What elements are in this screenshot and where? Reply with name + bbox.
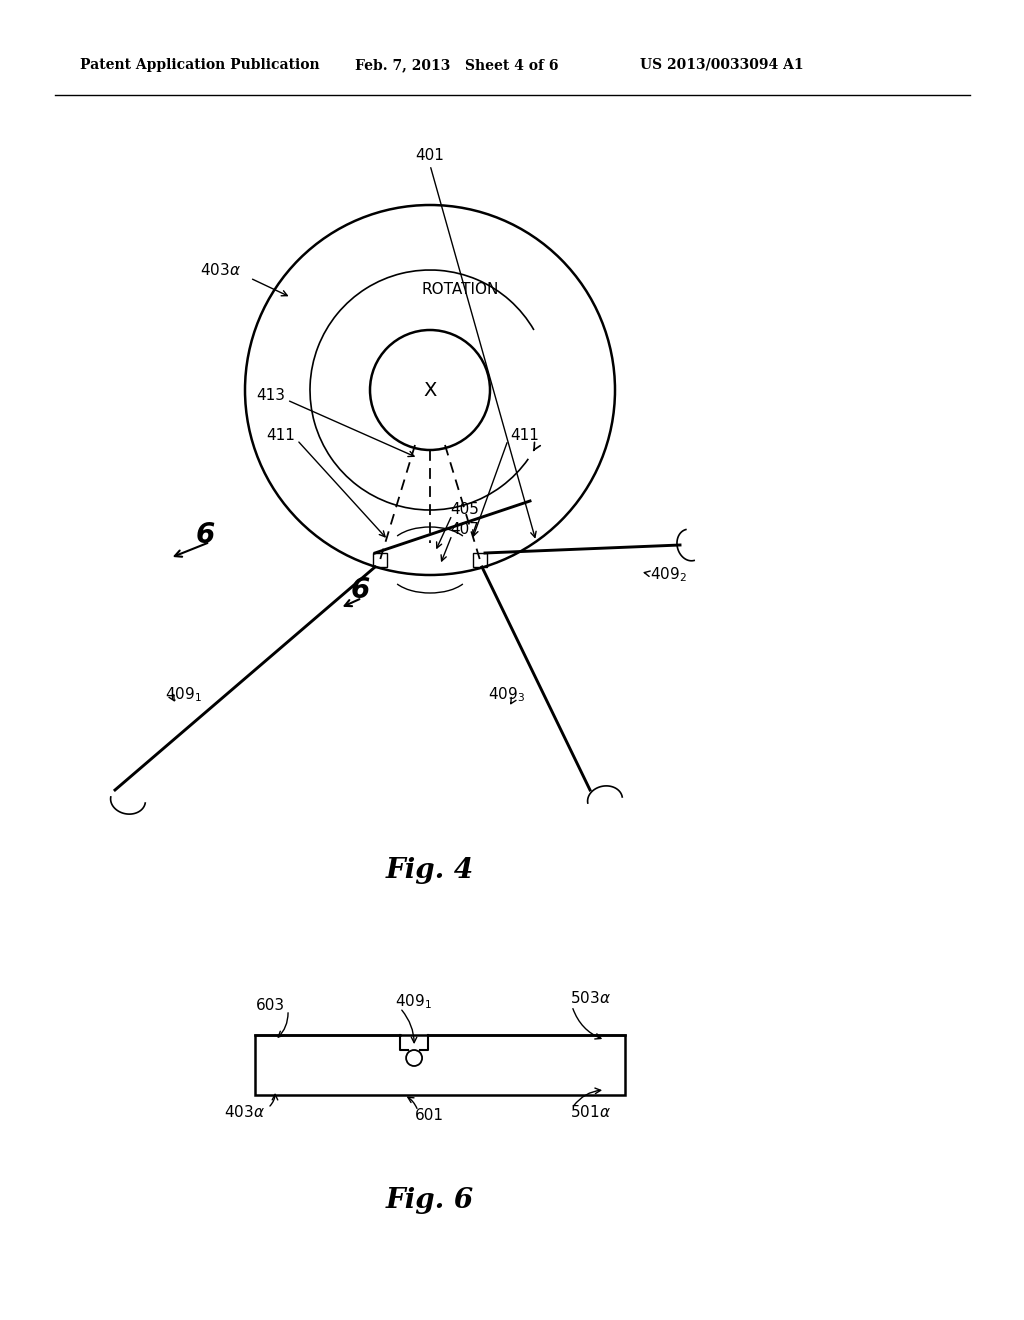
Text: 409$_1$: 409$_1$ (165, 685, 202, 705)
Text: 603: 603 (256, 998, 285, 1012)
Text: X: X (423, 380, 436, 400)
Text: 6: 6 (350, 576, 370, 605)
Text: 405: 405 (450, 503, 479, 517)
Bar (373, 553, 387, 568)
Text: Patent Application Publication: Patent Application Publication (80, 58, 319, 73)
Text: 411: 411 (510, 428, 539, 442)
Text: 403$\alpha$: 403$\alpha$ (200, 261, 241, 279)
Text: 501$\alpha$: 501$\alpha$ (570, 1104, 611, 1119)
Text: Fig. 4: Fig. 4 (386, 857, 474, 883)
Bar (255, 1035, 625, 1096)
Text: 409$_1$: 409$_1$ (395, 993, 432, 1011)
Text: Fig. 6: Fig. 6 (386, 1187, 474, 1213)
Text: US 2013/0033094 A1: US 2013/0033094 A1 (640, 58, 804, 73)
Text: 409$_2$: 409$_2$ (650, 566, 687, 585)
Text: 6: 6 (196, 521, 215, 549)
Text: ROTATION: ROTATION (421, 282, 499, 297)
Text: 403$\alpha$: 403$\alpha$ (224, 1104, 265, 1119)
Text: 407: 407 (450, 523, 479, 537)
Text: 601: 601 (415, 1107, 444, 1122)
Text: Feb. 7, 2013   Sheet 4 of 6: Feb. 7, 2013 Sheet 4 of 6 (355, 58, 558, 73)
Text: 401: 401 (415, 148, 443, 162)
Text: 411: 411 (266, 428, 295, 442)
Text: 413: 413 (256, 388, 285, 403)
Text: 409$_3$: 409$_3$ (488, 685, 525, 705)
Bar (473, 553, 487, 568)
Text: 503$\alpha$: 503$\alpha$ (570, 990, 611, 1006)
